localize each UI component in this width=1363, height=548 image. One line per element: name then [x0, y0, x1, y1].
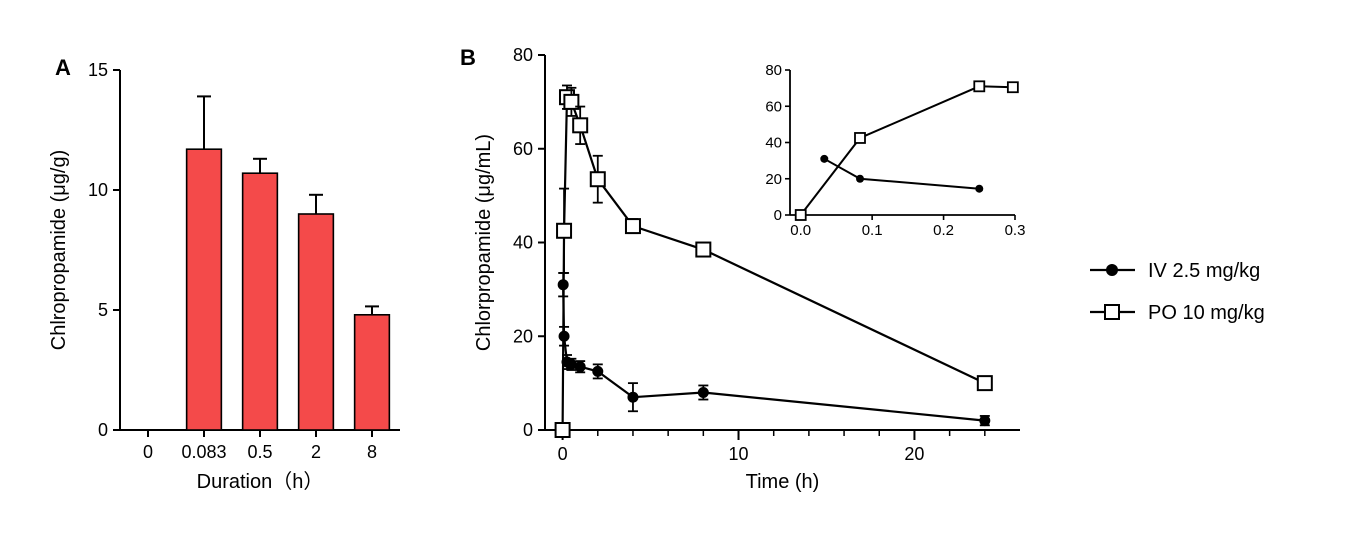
panel-a-xtick-label: 0.083: [181, 442, 226, 462]
panel-a-ytick-label: 15: [88, 60, 108, 80]
panel-b-marker-iv: [558, 280, 568, 290]
inset-marker-po: [1008, 82, 1018, 92]
panel-a-xtick-label: 0.5: [247, 442, 272, 462]
panel-b-ytick-label: 20: [513, 326, 533, 346]
panel-b-marker-iv: [698, 388, 708, 398]
inset-marker-iv: [820, 155, 828, 163]
panel-b-marker-po: [557, 224, 571, 238]
panel-a-xtick-label: 8: [367, 442, 377, 462]
inset-ytick-label: 0: [774, 207, 782, 224]
panel-a-xlabel: Duration（h）: [197, 470, 324, 493]
panel-b-ytick-label: 40: [513, 233, 533, 253]
inset-marker-po: [974, 81, 984, 91]
inset-marker-po: [796, 210, 806, 220]
panel-b-ylabel: Chlorpropamide (μg/mL): [473, 134, 495, 351]
panel-a-bar: [355, 315, 390, 430]
inset-marker-po: [855, 133, 865, 143]
panel-b-marker-po: [556, 423, 570, 437]
panel-a-ytick-label: 5: [98, 300, 108, 320]
figure-root: A 0 5 10 15 0 0.083 0.5 2 8 Duration（h） Chlropropam…: [0, 0, 1363, 548]
panel-b-marker-po: [978, 376, 992, 390]
panel-a-bar: [187, 149, 222, 430]
panel-a-xtick-label: 2: [311, 442, 321, 462]
legend-label-iv: IV 2.5 mg/kg: [1148, 260, 1260, 282]
inset-ytick-label: 20: [765, 171, 782, 188]
panel-b-marker-iv: [559, 331, 569, 341]
panel-b-xtick-label: 0: [558, 444, 568, 464]
panel-b-marker-po: [626, 219, 640, 233]
panel-b-ytick-label: 0: [523, 420, 533, 440]
panel-a-bar: [299, 214, 334, 430]
panel-b-xlabel: Time (h): [746, 471, 820, 493]
panel-b-marker-iv: [593, 366, 603, 376]
inset-ytick-label: 40: [765, 135, 782, 152]
legend-marker-po: [1105, 305, 1119, 319]
inset-marker-iv: [975, 185, 983, 193]
panel-b-marker-iv: [980, 416, 990, 426]
inset-xtick-label: 0.2: [933, 222, 954, 239]
panel-b-marker-iv: [628, 392, 638, 402]
panel-b-xtick-label: 10: [729, 444, 749, 464]
panel-b-marker-po: [573, 118, 587, 132]
legend-marker-iv: [1106, 264, 1118, 276]
inset-marker-iv: [856, 175, 864, 183]
panel-a-label: A: [55, 55, 71, 80]
legend-label-po: PO 10 mg/kg: [1148, 302, 1265, 324]
panel-b-marker-po: [591, 172, 605, 186]
figure-svg: A 0 5 10 15 0 0.083 0.5 2 8 Duration（h） Chlropropam…: [0, 0, 1363, 548]
panel-b-marker-iv: [575, 362, 585, 372]
panel-a-bar: [243, 173, 278, 430]
panel-b-ytick-label: 60: [513, 139, 533, 159]
inset-ytick-label: 60: [765, 98, 782, 115]
panel-b-marker-po: [696, 243, 710, 257]
panel-b-ytick-label: 80: [513, 45, 533, 65]
panel-b-label: B: [460, 45, 476, 70]
panel-a-ylabel: Chlropropamide (μg/g): [48, 150, 70, 351]
inset-xtick-label: 0.3: [1005, 222, 1026, 239]
panel-a-xtick-label: 0: [143, 442, 153, 462]
inset-xtick-label: 0.1: [862, 222, 883, 239]
panel-a-ytick-label: 10: [88, 180, 108, 200]
inset-xtick-label: 0.0: [790, 222, 811, 239]
inset-ytick-label: 80: [765, 62, 782, 79]
panel-a-ytick-label: 0: [98, 420, 108, 440]
panel-b-xtick-label: 20: [904, 444, 924, 464]
